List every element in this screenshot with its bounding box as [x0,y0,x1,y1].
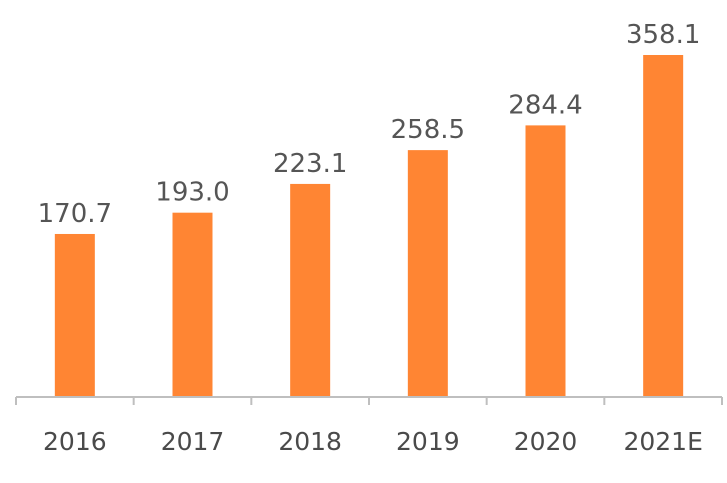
value-label-2019: 258.5 [391,115,465,145]
x-tick-label-2016: 2016 [43,427,107,456]
value-labels-layer: 170.7 193.0 223.1 258.5 284.4 358.1 [38,20,701,229]
value-label-2017: 193.0 [155,178,229,208]
value-label-2016: 170.7 [38,199,112,229]
x-axis [15,396,723,405]
bars-layer [54,55,684,398]
x-tick-label-2021E: 2021E [623,427,702,456]
bar-2016 [54,233,95,397]
value-label-2018: 223.1 [273,149,347,179]
bar-2021E [643,55,684,397]
bar-2018 [290,183,331,397]
bar-2019 [407,150,448,397]
x-tick-label-2017: 2017 [161,427,225,456]
x-tick-label-2019: 2019 [396,427,460,456]
bar-2020 [525,125,566,398]
x-tick-labels-layer: 2016 2017 2018 2019 2020 2021E [43,427,703,456]
value-label-2020: 284.4 [508,90,582,120]
x-tick-label-2020: 2020 [514,427,578,456]
bar-2017 [172,212,213,397]
x-tick-label-2018: 2018 [278,427,342,456]
value-label-2021E: 358.1 [626,20,700,50]
